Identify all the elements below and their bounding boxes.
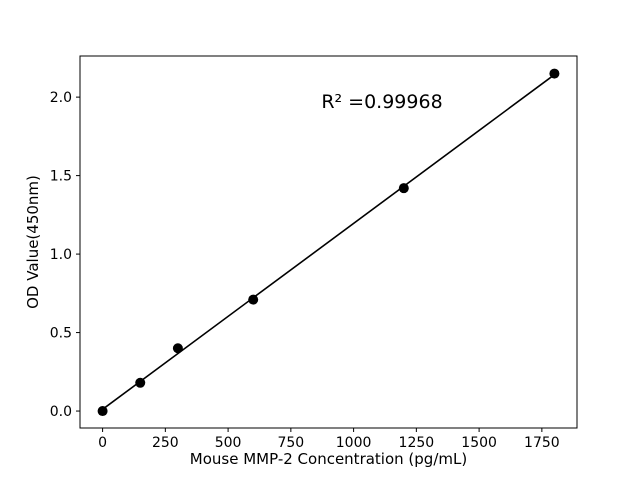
y-axis-label: OD Value(450nm) [24,175,42,309]
data-point [97,406,108,417]
y-tick-label: 0.5 [50,326,72,342]
x-tick-label: 1000 [336,435,372,451]
x-tick-label: 1750 [524,435,560,451]
x-tick-label: 500 [215,435,242,451]
data-point [248,294,259,305]
data-point [549,68,560,79]
y-tick-label: 2.0 [50,90,72,106]
x-axis-label: Mouse MMP-2 Concentration (pg/mL) [190,450,467,468]
data-point [398,183,409,194]
x-tick-label: 0 [98,435,107,451]
y-tick-label: 0.0 [50,404,72,420]
x-tick-label: 250 [152,435,179,451]
r-squared-annotation: R² =0.99968 [321,91,442,113]
data-point [172,343,183,354]
y-tick-label: 1.5 [50,169,72,185]
x-tick-label: 750 [277,435,304,451]
data-point [135,377,146,388]
plot-frame [79,55,578,429]
x-tick-label: 1250 [399,435,435,451]
x-tick-label: 1500 [461,435,497,451]
fit-line [102,74,555,410]
y-tick-label: 1.0 [50,247,72,263]
